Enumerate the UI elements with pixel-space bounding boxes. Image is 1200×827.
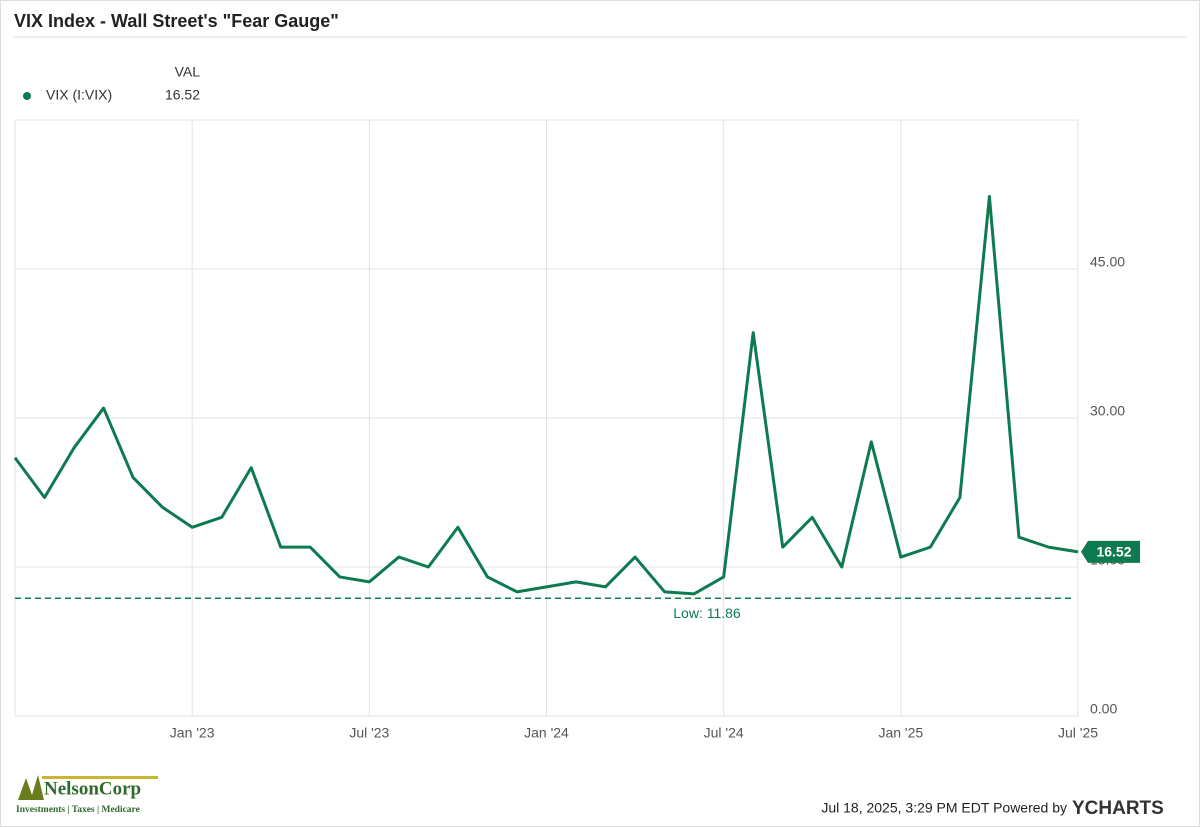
legend-value: 16.52 — [165, 87, 200, 103]
y-tick-label: 0.00 — [1090, 701, 1117, 717]
y-tick-label: 45.00 — [1090, 254, 1125, 270]
legend-header: VAL — [175, 64, 201, 80]
timestamp: Jul 18, 2025, 3:29 PM EDT Powered by — [821, 800, 1067, 816]
x-tick-label: Jan '23 — [170, 725, 215, 741]
logo-bar — [42, 776, 158, 779]
logo-name: NelsonCorp — [44, 778, 141, 799]
logo-tagline: Investments | Taxes | Medicare — [16, 805, 140, 815]
logo-icon — [18, 775, 44, 800]
legend-name: VIX (I:VIX) — [46, 87, 112, 103]
low-label: Low: 11.86 — [673, 605, 741, 621]
chart-title: VIX Index - Wall Street's "Fear Gauge" — [14, 11, 339, 31]
x-tick-label: Jul '25 — [1058, 725, 1098, 741]
end-label: 16.52 — [1096, 544, 1131, 560]
end-label-box — [1081, 540, 1140, 563]
x-tick-label: Jan '25 — [878, 725, 923, 741]
legend-dot — [23, 92, 31, 100]
series-line — [13, 194, 1079, 596]
x-tick-label: Jul '24 — [704, 725, 744, 741]
x-tick-label: Jan '24 — [524, 725, 569, 741]
y-tick-label: 30.00 — [1090, 403, 1125, 419]
x-tick-label: Jul '23 — [349, 725, 389, 741]
brand: YCHARTS — [1072, 798, 1164, 819]
